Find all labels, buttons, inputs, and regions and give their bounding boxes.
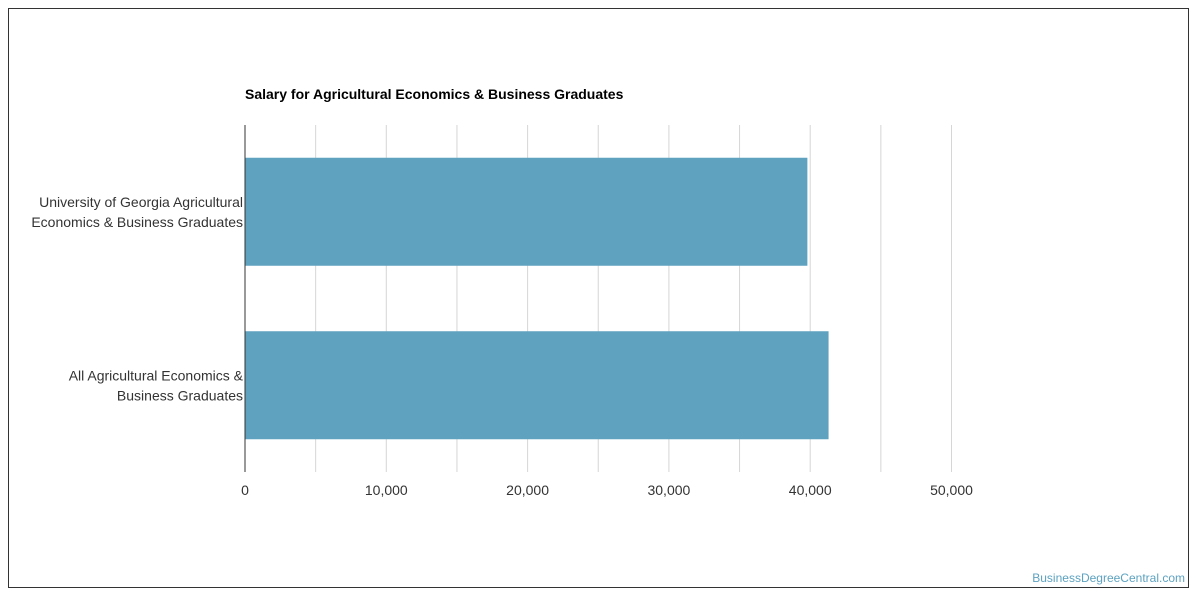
- bars: [245, 157, 829, 440]
- x-tick-label: 10,000: [365, 482, 408, 498]
- category-label-line: Business Graduates: [117, 387, 243, 403]
- x-tick-label: 40,000: [789, 482, 832, 498]
- category-label-0: University of Georgia Agricultural Econom…: [31, 194, 243, 230]
- chart-title: Salary for Agricultural Economics & Busi…: [245, 86, 624, 102]
- bar-0: [245, 157, 808, 266]
- category-label-1: All Agricultural Economics & Business Gra…: [69, 367, 244, 403]
- bar-1: [245, 331, 829, 440]
- x-tick-label: 20,000: [506, 482, 549, 498]
- x-tick-label: 50,000: [930, 482, 973, 498]
- category-labels: University of Georgia Agricultural Econom…: [31, 194, 243, 404]
- x-tick-labels: 0 10,000 20,000 30,000 40,000 50,000: [241, 482, 973, 498]
- category-label-line: All Agricultural Economics &: [69, 367, 244, 383]
- watermark: BusinessDegreeCentral.com: [1032, 571, 1185, 585]
- x-tick-label: 0: [241, 482, 249, 498]
- category-label-line: University of Georgia Agricultural: [39, 194, 243, 210]
- x-tick-label: 30,000: [647, 482, 690, 498]
- category-label-line: Economics & Business Graduates: [31, 214, 243, 230]
